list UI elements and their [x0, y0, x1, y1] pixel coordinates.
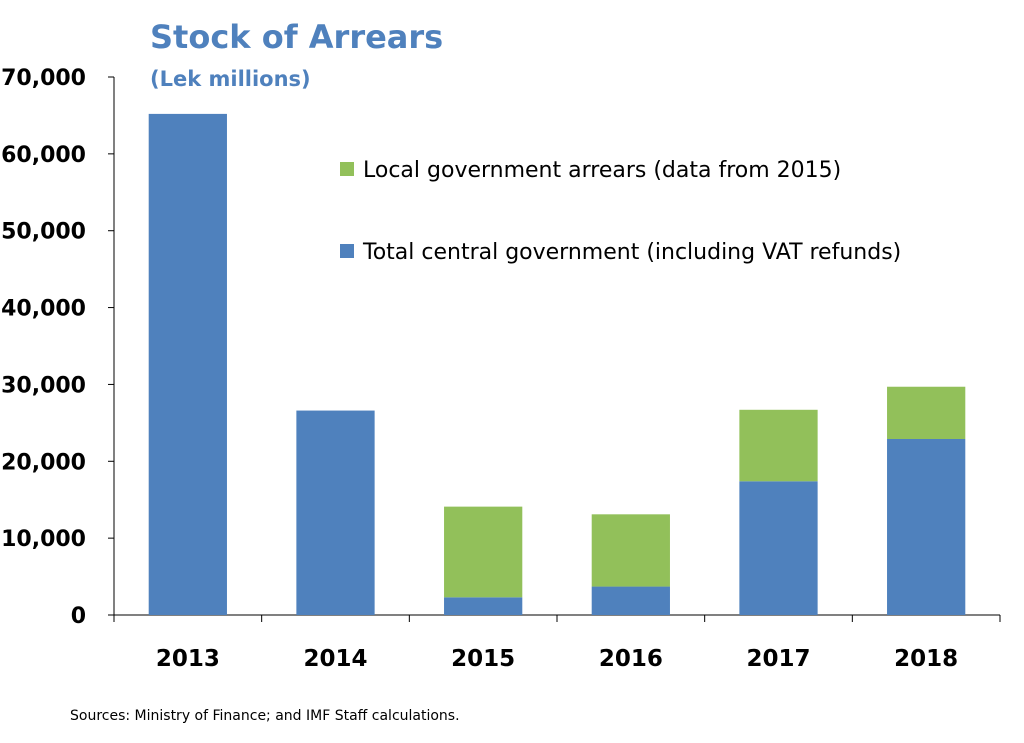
- bar-local-2018: [887, 386, 966, 439]
- legend-swatch-central: [340, 244, 354, 258]
- y-tick-label: 60,000: [1, 143, 86, 168]
- y-tick-label: 10,000: [1, 527, 86, 552]
- legend-swatch-local: [340, 162, 354, 176]
- bar-central-2018: [887, 438, 966, 615]
- y-tick-label: 30,000: [1, 373, 86, 398]
- x-tick-label: 2018: [894, 646, 958, 672]
- y-tick-label: 0: [71, 604, 86, 629]
- bar-central-2014: [296, 410, 375, 615]
- bar-local-2015: [444, 506, 523, 598]
- legend-label-central: Total central government (including VAT …: [362, 240, 901, 265]
- bar-central-2016: [591, 586, 670, 615]
- bars: [148, 113, 966, 616]
- bar-central-2015: [444, 597, 523, 615]
- bar-local-2016: [591, 514, 670, 587]
- x-tick-label: 2014: [303, 646, 367, 672]
- bar-central-2013: [148, 113, 227, 616]
- bar-central-2017: [739, 481, 818, 615]
- chart-title: Stock of Arrears: [150, 18, 443, 56]
- legend: Local government arrears (data from 2015…: [340, 158, 901, 265]
- y-tick-label: 70,000: [1, 66, 86, 91]
- x-tick-label: 2016: [599, 646, 663, 672]
- x-tick-label: 2015: [451, 646, 515, 672]
- bar-local-2017: [739, 409, 818, 482]
- y-tick-label: 20,000: [1, 450, 86, 475]
- x-axis: 2013 2014 2015 2016 2017 2018: [113, 614, 1001, 672]
- chart-subtitle: (Lek millions): [150, 67, 311, 91]
- y-tick-label: 50,000: [1, 220, 86, 245]
- source-note: Sources: Ministry of Finance; and IMF St…: [70, 708, 460, 724]
- y-tick-label: 40,000: [1, 297, 86, 322]
- stock-of-arrears-chart: Stock of Arrears (Lek millions) 0 10,000 2…: [1, 18, 1001, 672]
- y-axis: 0 10,000 20,000 30,000 40,000 50,000 60,000 70,…: [1, 66, 115, 629]
- legend-label-local: Local government arrears (data from 2015…: [363, 158, 841, 183]
- x-tick-label: 2017: [746, 646, 810, 672]
- x-tick-label: 2013: [156, 646, 220, 672]
